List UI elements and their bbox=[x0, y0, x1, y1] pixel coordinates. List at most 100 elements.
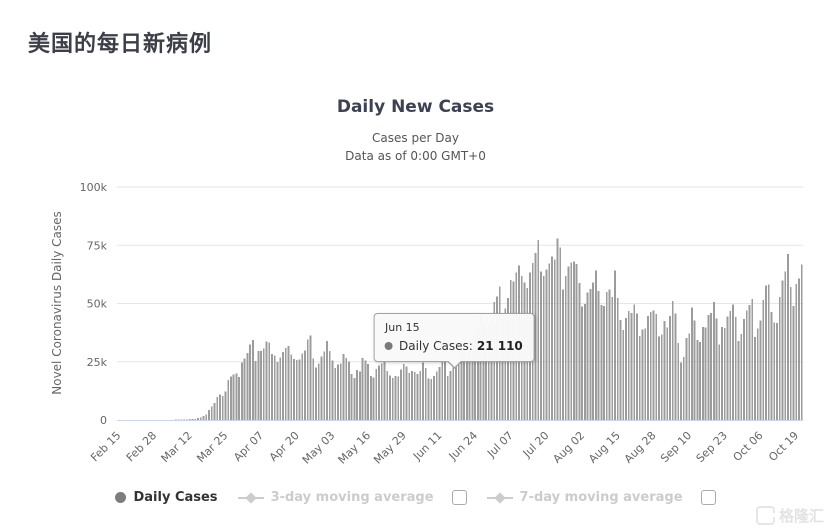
daily-cases-bar[interactable] bbox=[553, 259, 556, 420]
daily-cases-bar[interactable] bbox=[378, 365, 380, 420]
daily-cases-bar[interactable] bbox=[471, 339, 474, 420]
daily-cases-bar[interactable] bbox=[636, 313, 638, 420]
daily-cases-bar[interactable] bbox=[743, 319, 745, 420]
daily-cases-bar[interactable] bbox=[262, 348, 265, 420]
daily-cases-bar[interactable] bbox=[243, 358, 246, 420]
daily-cases-bar[interactable] bbox=[564, 276, 567, 420]
daily-cases-bar[interactable] bbox=[465, 359, 468, 420]
daily-cases-bar[interactable] bbox=[402, 363, 405, 420]
daily-cases-bar[interactable] bbox=[767, 284, 770, 420]
daily-cases-bar[interactable] bbox=[594, 270, 597, 420]
daily-cases-bar[interactable] bbox=[551, 256, 553, 420]
daily-cases-bar[interactable] bbox=[669, 316, 671, 420]
daily-cases-bar[interactable] bbox=[227, 380, 230, 420]
daily-cases-bar[interactable] bbox=[361, 357, 364, 420]
daily-cases-bar[interactable] bbox=[342, 353, 345, 420]
daily-cases-bar[interactable] bbox=[575, 263, 578, 420]
daily-cases-bar[interactable] bbox=[312, 358, 315, 420]
daily-cases-bar[interactable] bbox=[501, 314, 504, 420]
daily-cases-bar[interactable] bbox=[254, 361, 257, 420]
daily-cases-bar[interactable] bbox=[284, 348, 287, 420]
daily-cases-bar[interactable] bbox=[463, 343, 466, 420]
daily-cases-bar[interactable] bbox=[721, 327, 723, 420]
daily-cases-bar[interactable] bbox=[400, 369, 402, 420]
daily-cases-bar[interactable] bbox=[663, 320, 666, 420]
daily-cases-bar[interactable] bbox=[304, 350, 306, 420]
daily-cases-bar[interactable] bbox=[482, 322, 485, 420]
daily-cases-bar[interactable] bbox=[328, 350, 331, 420]
daily-cases-bar[interactable] bbox=[537, 239, 540, 420]
daily-cases-bar[interactable] bbox=[800, 264, 803, 420]
daily-cases-bar[interactable] bbox=[457, 355, 460, 420]
daily-cases-bar[interactable] bbox=[611, 296, 614, 420]
daily-cases-bar[interactable] bbox=[688, 333, 691, 420]
daily-cases-bar[interactable] bbox=[216, 397, 219, 420]
daily-cases-bar[interactable] bbox=[600, 304, 603, 420]
daily-cases-bar[interactable] bbox=[712, 301, 715, 420]
legend-item-3day-avg[interactable]: 3-day moving average bbox=[237, 490, 467, 505]
daily-cases-bar[interactable] bbox=[221, 396, 224, 420]
daily-cases-bar[interactable] bbox=[633, 304, 636, 420]
daily-cases-bar[interactable] bbox=[556, 238, 559, 420]
daily-cases-bar[interactable] bbox=[756, 328, 759, 420]
daily-cases-bar[interactable] bbox=[394, 375, 397, 420]
daily-cases-bar[interactable] bbox=[411, 371, 413, 420]
daily-cases-bar[interactable] bbox=[573, 261, 575, 420]
daily-cases-bar[interactable] bbox=[416, 374, 419, 420]
daily-cases-bar[interactable] bbox=[334, 368, 337, 420]
daily-cases-bar[interactable] bbox=[315, 367, 317, 420]
daily-cases-bar[interactable] bbox=[485, 329, 487, 420]
daily-cases-bar[interactable] bbox=[770, 311, 773, 420]
daily-cases-bar[interactable] bbox=[213, 402, 216, 420]
daily-cases-bar[interactable] bbox=[386, 371, 389, 420]
daily-cases-bar[interactable] bbox=[754, 336, 756, 420]
daily-cases-bar[interactable] bbox=[413, 372, 416, 421]
daily-cases-bar[interactable] bbox=[699, 341, 702, 420]
daily-cases-bar[interactable] bbox=[405, 366, 408, 420]
daily-cases-bar[interactable] bbox=[210, 406, 213, 420]
daily-cases-bar[interactable] bbox=[671, 301, 674, 420]
daily-cases-bar[interactable] bbox=[784, 271, 787, 420]
daily-cases-bar[interactable] bbox=[773, 322, 776, 420]
daily-cases-bar[interactable] bbox=[380, 363, 383, 420]
daily-cases-bar[interactable] bbox=[455, 360, 457, 420]
daily-cases-bar[interactable] bbox=[326, 341, 328, 420]
daily-cases-bar[interactable] bbox=[301, 353, 304, 420]
daily-cases-bar[interactable] bbox=[751, 299, 754, 420]
daily-cases-bar[interactable] bbox=[641, 329, 644, 420]
daily-cases-bar[interactable] bbox=[644, 328, 647, 420]
daily-cases-bar[interactable] bbox=[367, 364, 370, 420]
daily-cases-bar[interactable] bbox=[710, 312, 713, 420]
daily-cases-bar[interactable] bbox=[219, 394, 221, 420]
daily-cases-bar[interactable] bbox=[435, 371, 438, 420]
daily-cases-bar[interactable] bbox=[745, 310, 748, 420]
daily-cases-bar[interactable] bbox=[364, 360, 367, 420]
daily-cases-bar[interactable] bbox=[567, 266, 570, 420]
daily-cases-bar[interactable] bbox=[282, 352, 284, 420]
legend-item-7day-avg[interactable]: 7-day moving average bbox=[486, 490, 716, 505]
daily-cases-bar[interactable] bbox=[441, 360, 444, 420]
daily-cases-bar[interactable] bbox=[592, 282, 595, 420]
daily-cases-bar[interactable] bbox=[490, 320, 493, 420]
daily-cases-bar[interactable] bbox=[306, 339, 309, 420]
legend-item-daily-cases[interactable]: Daily Cases bbox=[115, 490, 218, 505]
daily-cases-bar[interactable] bbox=[268, 342, 271, 420]
daily-cases-bar[interactable] bbox=[345, 357, 348, 420]
daily-cases-bar[interactable] bbox=[427, 378, 430, 420]
daily-cases-bar[interactable] bbox=[540, 271, 542, 420]
daily-cases-bar[interactable] bbox=[718, 344, 721, 420]
daily-cases-bar[interactable] bbox=[444, 361, 446, 420]
daily-cases-bar[interactable] bbox=[295, 359, 298, 420]
daily-cases-bar[interactable] bbox=[419, 370, 422, 420]
daily-cases-bar[interactable] bbox=[479, 314, 482, 420]
daily-cases-bar[interactable] bbox=[792, 306, 795, 420]
daily-cases-bar[interactable] bbox=[191, 419, 194, 420]
daily-cases-bar[interactable] bbox=[627, 311, 630, 420]
daily-cases-bar[interactable] bbox=[658, 336, 660, 420]
daily-cases-bar[interactable] bbox=[638, 335, 641, 420]
daily-cases-bar[interactable] bbox=[776, 323, 778, 420]
daily-cases-bar[interactable] bbox=[347, 361, 350, 420]
daily-cases-bar[interactable] bbox=[625, 318, 627, 420]
daily-cases-bar[interactable] bbox=[589, 288, 592, 420]
daily-cases-bar[interactable] bbox=[682, 356, 685, 420]
